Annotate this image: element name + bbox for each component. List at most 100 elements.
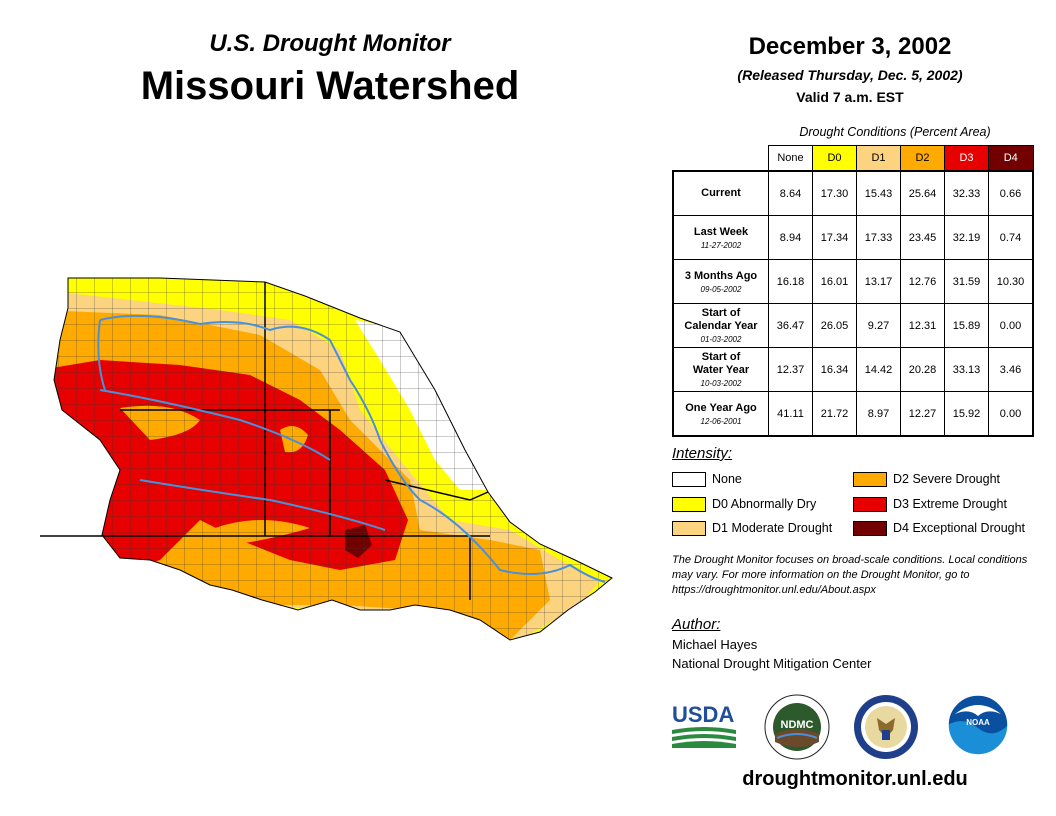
ndmc-logo: NDMC bbox=[764, 694, 830, 760]
row-label: Last Week 11-27-2002 bbox=[672, 215, 769, 260]
legend-label: None bbox=[712, 472, 742, 486]
table-cell: 32.33 bbox=[944, 170, 989, 216]
table-cell: 0.00 bbox=[988, 303, 1034, 348]
table-cell: 20.28 bbox=[900, 347, 945, 392]
valid-time: Valid 7 a.m. EST bbox=[796, 89, 904, 105]
noaa-logo: NOAA bbox=[947, 694, 1009, 756]
row-label-text: Start of Water Year bbox=[692, 351, 750, 376]
table-cell: 14.42 bbox=[856, 347, 901, 392]
table-cell: 16.34 bbox=[812, 347, 857, 392]
column-header-d2: D2 bbox=[900, 145, 945, 172]
table-cell: 15.89 bbox=[944, 303, 989, 348]
usda-logo-text: USDA bbox=[672, 702, 734, 727]
row-label-text: Last Week bbox=[693, 225, 749, 238]
map-title: Missouri Watershed bbox=[140, 64, 520, 108]
table-cell: 32.19 bbox=[944, 215, 989, 260]
row-label-text: 3 Months Ago bbox=[684, 269, 758, 282]
table-cell: 8.64 bbox=[768, 170, 813, 216]
release-date: (Released Thursday, Dec. 5, 2002) bbox=[737, 67, 963, 83]
column-header-d1: D1 bbox=[856, 145, 901, 172]
table-cell: 12.76 bbox=[900, 259, 945, 304]
map-date: December 3, 2002 bbox=[748, 33, 952, 60]
table-cell: 12.27 bbox=[900, 391, 945, 437]
legend-item-d3: D3 Extreme Drought bbox=[853, 496, 1007, 513]
row-label-text: Current bbox=[701, 187, 741, 199]
basin-outline bbox=[53, 277, 613, 641]
drought-map bbox=[40, 260, 630, 660]
table-cell: 33.13 bbox=[944, 347, 989, 392]
table-row-one-year-ago: One Year Ago 12-06-2001 41.11 21.72 8.97 … bbox=[672, 391, 1034, 437]
table-row-current: Current 8.64 17.30 15.43 25.64 32.33 0.6… bbox=[672, 170, 1034, 216]
legend-label: D3 Extreme Drought bbox=[893, 497, 1007, 511]
row-label-text: Start of Calendar Year bbox=[684, 307, 758, 332]
table-cell: 17.30 bbox=[812, 170, 857, 216]
row-label-date: 11-27-2002 bbox=[700, 240, 742, 250]
ndmc-logo-text: NDMC bbox=[781, 719, 814, 731]
table-cell: 10.30 bbox=[988, 259, 1034, 304]
table-cell: 36.47 bbox=[768, 303, 813, 348]
rivers bbox=[97, 314, 606, 583]
legend-item-none: None bbox=[672, 471, 742, 488]
row-label: Start of Water Year 10-03-2002 bbox=[672, 347, 769, 392]
table-cell: 0.66 bbox=[988, 170, 1034, 216]
row-label-date: 01-03-2002 bbox=[700, 335, 742, 344]
row-label: One Year Ago 12-06-2001 bbox=[672, 391, 769, 437]
website-url[interactable]: droughtmonitor.unl.edu bbox=[742, 768, 968, 790]
legend-swatch bbox=[853, 521, 887, 537]
county-lines bbox=[54, 278, 612, 640]
table-cell: 16.01 bbox=[812, 259, 857, 304]
table-cell: 31.59 bbox=[944, 259, 989, 304]
legend-label: D0 Abnormally Dry bbox=[712, 497, 817, 511]
column-header-d0: D0 bbox=[812, 145, 857, 172]
legend-item-d4: D4 Exceptional Drought bbox=[853, 520, 1026, 537]
legend-swatch bbox=[672, 521, 706, 537]
table-cell: 16.18 bbox=[768, 259, 813, 304]
table-cell: 13.17 bbox=[856, 259, 901, 304]
map-subtitle: U.S. Drought Monitor bbox=[209, 30, 451, 57]
author-organization: National Drought Mitigation Center bbox=[672, 656, 872, 671]
table-cell: 0.74 bbox=[988, 215, 1034, 260]
state-borders bbox=[40, 282, 490, 600]
column-header-none: None bbox=[768, 145, 813, 172]
table-cell: 23.45 bbox=[900, 215, 945, 260]
author-heading: Author: bbox=[672, 616, 721, 633]
table-row-start-water-year: Start of Water Year 10-03-2002 12.37 16.34… bbox=[672, 347, 1034, 392]
legend-label: D4 Exceptional Drought bbox=[893, 521, 1026, 535]
doc-seal-logo bbox=[853, 694, 919, 760]
table-row-3-months-ago: 3 Months Ago 09-05-2002 16.18 16.01 13.17… bbox=[672, 259, 1034, 304]
table-corner bbox=[673, 145, 769, 171]
table-cell: 8.94 bbox=[768, 215, 813, 260]
legend-item-d2: D2 Severe Drought bbox=[853, 471, 1001, 488]
table-cell: 8.97 bbox=[856, 391, 901, 437]
row-label: 3 Months Ago 09-05-2002 bbox=[672, 259, 769, 304]
table-cell: 21.72 bbox=[812, 391, 857, 437]
table-cell: 26.05 bbox=[812, 303, 857, 348]
table-cell: 17.33 bbox=[856, 215, 901, 260]
legend-swatch bbox=[853, 497, 887, 513]
table-cell: 17.34 bbox=[812, 215, 857, 260]
legend-swatch bbox=[672, 472, 706, 488]
usda-logo: USDA bbox=[672, 700, 736, 748]
legend-label: D2 Severe Drought bbox=[893, 472, 1001, 486]
table-cell: 9.27 bbox=[856, 303, 901, 348]
disclaimer-note: The Drought Monitor focuses on broad-sca… bbox=[672, 554, 1028, 596]
row-label: Current bbox=[672, 170, 769, 216]
legend-swatch bbox=[672, 497, 706, 513]
table-caption: Drought Conditions (Percent Area) bbox=[799, 125, 991, 139]
legend-item-d1: D1 Moderate Drought bbox=[672, 520, 833, 537]
table-cell: 25.64 bbox=[900, 170, 945, 216]
row-label-date: 10-03-2002 bbox=[700, 379, 742, 388]
legend-title: Intensity: bbox=[672, 445, 733, 462]
table-row-start-calendar-year: Start of Calendar Year 01-03-2002 36.47 26… bbox=[672, 303, 1034, 348]
table-cell: 15.92 bbox=[944, 391, 989, 437]
row-label-date: 09-05-2002 bbox=[700, 284, 742, 294]
drought-conditions-table: None D0 D1 D2 D3 D4 Current 8.64 17.30 1… bbox=[672, 145, 1034, 437]
legend-label: D1 Moderate Drought bbox=[712, 521, 833, 535]
row-label-text: One Year Ago bbox=[685, 401, 757, 414]
table-cell: 12.37 bbox=[768, 347, 813, 392]
legend-item-d0: D0 Abnormally Dry bbox=[672, 496, 817, 513]
table-cell: 41.11 bbox=[768, 391, 813, 437]
row-label-date: 12-06-2001 bbox=[700, 416, 742, 426]
column-header-d3: D3 bbox=[944, 145, 989, 172]
table-cell: 3.46 bbox=[988, 347, 1034, 392]
